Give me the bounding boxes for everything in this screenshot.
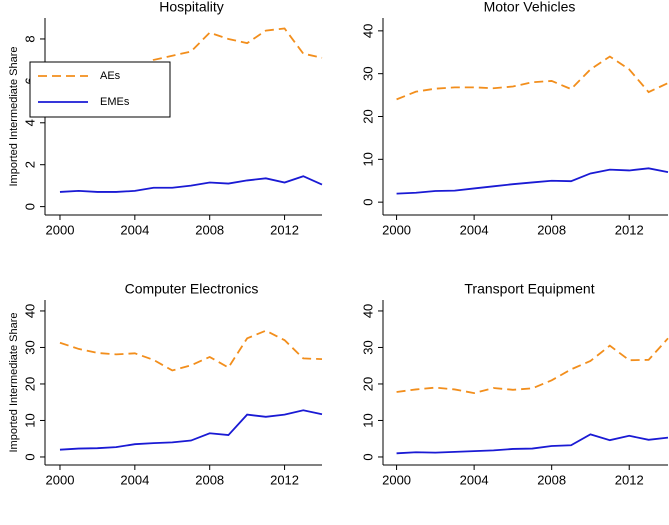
y-tick-label: 0: [360, 453, 375, 460]
series-line: [396, 337, 669, 395]
y-tick-label: 30: [360, 340, 375, 354]
y-tick-label: 0: [22, 203, 37, 210]
x-tick-label: 2000: [46, 472, 75, 487]
y-tick-label: 30: [22, 340, 37, 354]
y-axis-label: Imported Intermediate Share: [8, 312, 20, 452]
y-tick-label: 0: [22, 453, 37, 460]
x-tick-label: 2004: [460, 472, 489, 487]
chart-title: Computer Electronics: [125, 281, 259, 297]
series-line: [396, 55, 669, 101]
y-tick-label: 2: [22, 161, 37, 168]
y-tick-label: 40: [360, 304, 375, 318]
series-line: [396, 167, 669, 195]
legend-box: [29, 61, 171, 118]
x-tick-label: 2008: [537, 472, 566, 487]
series-line: [59, 175, 323, 193]
legend-label: EMEs: [100, 96, 130, 108]
y-tick-label: 4: [22, 119, 37, 126]
y-tick-label: 10: [360, 413, 375, 427]
x-tick-label: 2012: [615, 472, 644, 487]
y-tick-label: 20: [360, 109, 375, 123]
y-tick-label: 10: [22, 413, 37, 427]
chart-title: Motor Vehicles: [484, 0, 576, 15]
x-tick-label: 2004: [460, 222, 489, 237]
x-tick-label: 2008: [537, 222, 566, 237]
y-tick-label: 10: [360, 152, 375, 166]
y-tick-label: 30: [360, 66, 375, 80]
y-tick-label: 8: [22, 35, 37, 42]
x-tick-label: 2000: [382, 222, 411, 237]
x-tick-label: 2000: [46, 222, 75, 237]
x-tick-label: 2012: [615, 222, 644, 237]
x-tick-label: 2008: [195, 472, 224, 487]
y-tick-label: 20: [22, 377, 37, 391]
legend-label: AEs: [100, 70, 121, 82]
series-line: [59, 409, 323, 451]
series-line: [59, 329, 323, 372]
series-line: [396, 433, 669, 455]
x-tick-label: 2012: [270, 472, 299, 487]
y-tick-label: 40: [22, 304, 37, 318]
x-tick-label: 2004: [120, 222, 149, 237]
x-tick-label: 2012: [270, 222, 299, 237]
y-axis-label: Imported Intermediate Share: [8, 46, 20, 186]
x-tick-label: 2008: [195, 222, 224, 237]
x-tick-label: 2000: [382, 472, 411, 487]
y-tick-label: 0: [360, 199, 375, 206]
y-tick-label: 40: [360, 24, 375, 38]
chart-title: Hospitality: [159, 0, 224, 15]
x-tick-label: 2004: [120, 472, 149, 487]
y-tick-label: 20: [360, 377, 375, 391]
chart-title: Transport Equipment: [464, 281, 594, 297]
